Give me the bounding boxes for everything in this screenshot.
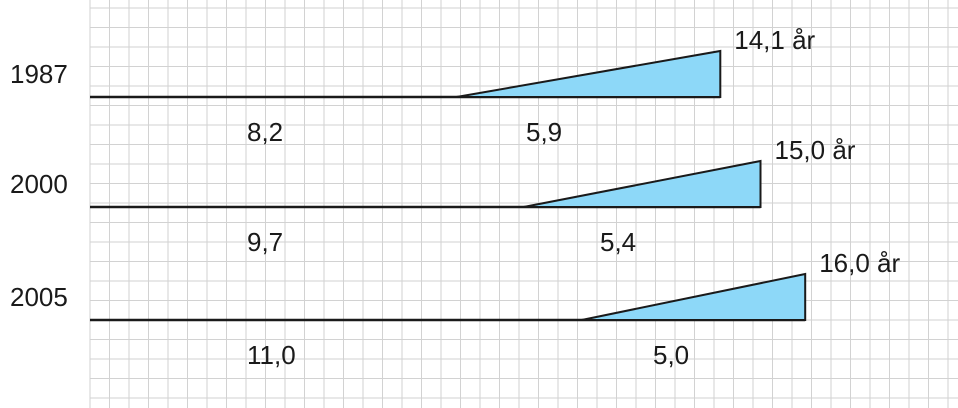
row-2005: 2005 11,0 5,0 16,0 år — [10, 248, 900, 370]
rows: 1987 8,2 5,9 14,1 år 2000 9,7 5,4 15,0 år 2005 11… — [10, 25, 900, 370]
segment-triangle — [581, 272, 807, 321]
total-label: 16,0 år — [819, 248, 900, 278]
grid — [89, 0, 958, 408]
segment-1-label: 11,0 — [247, 340, 296, 370]
year-label: 1987 — [10, 59, 68, 89]
segment-1-label: 8,2 — [247, 117, 283, 147]
segment-2-label: 5,0 — [653, 340, 689, 370]
row-1987: 1987 8,2 5,9 14,1 år — [10, 25, 816, 147]
year-label: 2000 — [10, 169, 68, 199]
row-2000: 2000 9,7 5,4 15,0 år — [10, 135, 856, 257]
segment-2-label: 5,4 — [600, 227, 636, 257]
segment-2-label: 5,9 — [526, 117, 562, 147]
year-label: 2005 — [10, 282, 68, 312]
segment-triangle — [523, 159, 762, 208]
segment-1-label: 9,7 — [247, 227, 283, 257]
segment-triangle — [456, 49, 722, 98]
total-label: 14,1 år — [734, 25, 815, 55]
total-label: 15,0 år — [775, 135, 856, 165]
